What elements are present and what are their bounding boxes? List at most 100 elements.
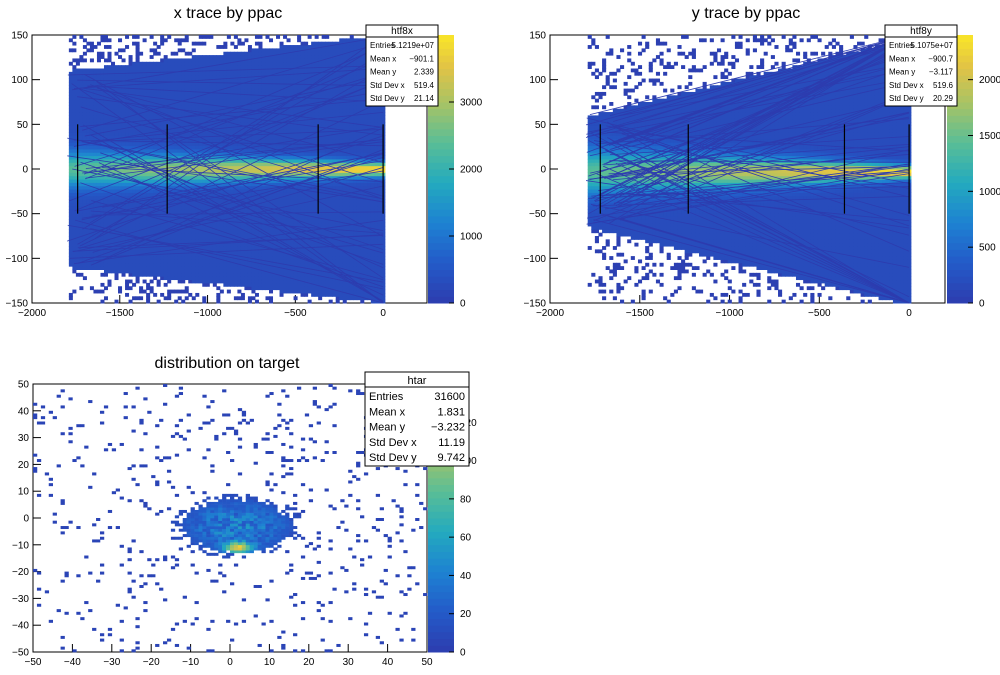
x-trace-cell [149,215,154,220]
x-trace-cell [160,225,165,230]
x-trace-cell [170,236,175,240]
x-trace-cell [146,286,151,291]
x-trace-cell [72,175,77,180]
x-trace-cell [114,299,119,304]
x-trace-cell [163,266,168,270]
x-trace-cell [114,68,119,73]
x-trace-cell [72,185,77,190]
x-trace-cell [167,259,172,264]
x-trace-cell [125,71,130,76]
x-trace-cell [163,246,168,250]
x-trace-cell [82,85,87,90]
x-trace-cell [149,286,154,291]
x-trace-cell [170,252,175,257]
x-trace-cell [111,105,116,110]
x-trace-cell [125,122,130,126]
x-trace-cell [93,118,98,123]
x-trace-cell [153,189,158,193]
x-trace-cell [167,65,172,69]
x-trace-cell [86,122,91,126]
x-trace-cell [72,246,77,250]
x-trace-cell [72,205,77,210]
x-trace-cell [135,272,140,277]
x-trace-cell [170,112,175,116]
x-trace-cell [170,239,175,244]
x-trace-cell [93,239,98,244]
x-trace-cell [128,118,133,123]
x-trace-cell [170,246,175,250]
x-trace-cell [146,219,151,224]
x-trace-cell [107,155,112,160]
x-trace-cell [82,155,87,160]
x-trace-cell [163,142,168,147]
x-trace-cell [107,91,112,96]
x-trace-cell [93,71,98,76]
x-trace-cell [111,185,116,190]
x-trace-cell [156,118,161,123]
x-trace-cell [103,148,108,153]
x-trace-cell [142,189,147,193]
x-trace-cell [107,225,112,230]
x-trace-cell [156,225,161,230]
x-trace-cell [79,229,84,234]
x-trace-cell [170,249,175,254]
x-trace-cell [163,152,168,157]
x-trace-cell [79,145,84,150]
x-trace-cell [93,212,98,217]
x-trace-cell [139,51,144,56]
x-trace-cell [68,222,73,227]
x-trace-cell [114,158,119,163]
x-trace-cell [128,142,133,147]
x-trace-cell [135,296,140,301]
x-trace-cell [121,142,126,147]
x-trace-cell [156,192,161,197]
x-trace-cell [114,225,119,230]
x-trace-cell [86,266,91,270]
x-trace-cell [132,172,137,177]
x-trace-cell [167,98,172,103]
x-trace-cell [160,148,165,153]
x-trace-cell [72,138,77,143]
x-trace-cell [75,105,80,110]
x-trace-cell [96,212,101,217]
x-trace-cell [111,232,116,237]
x-trace-cell [107,132,112,136]
x-trace-cell [89,189,94,193]
x-trace-cell [93,122,98,126]
x-trace-cell [125,192,130,197]
x-trace-cell [111,65,116,69]
x-trace-cell [139,142,144,147]
x-trace-cell [153,108,158,113]
x-trace-cell [103,108,108,113]
x-trace-cell [156,246,161,250]
x-trace-cell [75,88,80,93]
x-trace-xtick-label: 0 [380,308,386,319]
x-trace-cell [142,279,147,284]
x-trace-cell [135,276,140,281]
x-trace-cell [89,81,94,86]
x-trace-cell [160,102,165,106]
x-trace-cell [146,266,151,270]
x-trace-cell [163,105,168,110]
x-trace-cell [96,75,101,80]
x-trace-cell [68,138,73,143]
x-trace-cell [142,115,147,120]
x-trace-cell [72,252,77,257]
x-trace-cell [160,229,165,234]
x-trace-cell [111,68,116,73]
x-trace-cell [132,296,137,301]
x-trace-cell [146,222,151,227]
x-trace-cell [132,189,137,193]
x-trace-cell [100,299,105,304]
x-trace-cell [121,262,126,267]
x-trace-cell [142,91,147,96]
x-trace-cell [146,296,151,301]
x-trace-cell [163,165,168,170]
x-trace-cell [135,259,140,264]
x-trace-cell [139,225,144,230]
x-trace-cell [82,219,87,224]
x-trace-cell [135,225,140,230]
x-trace-cell [118,269,123,274]
x-trace-cell [146,185,151,190]
x-trace-cell [107,65,112,69]
